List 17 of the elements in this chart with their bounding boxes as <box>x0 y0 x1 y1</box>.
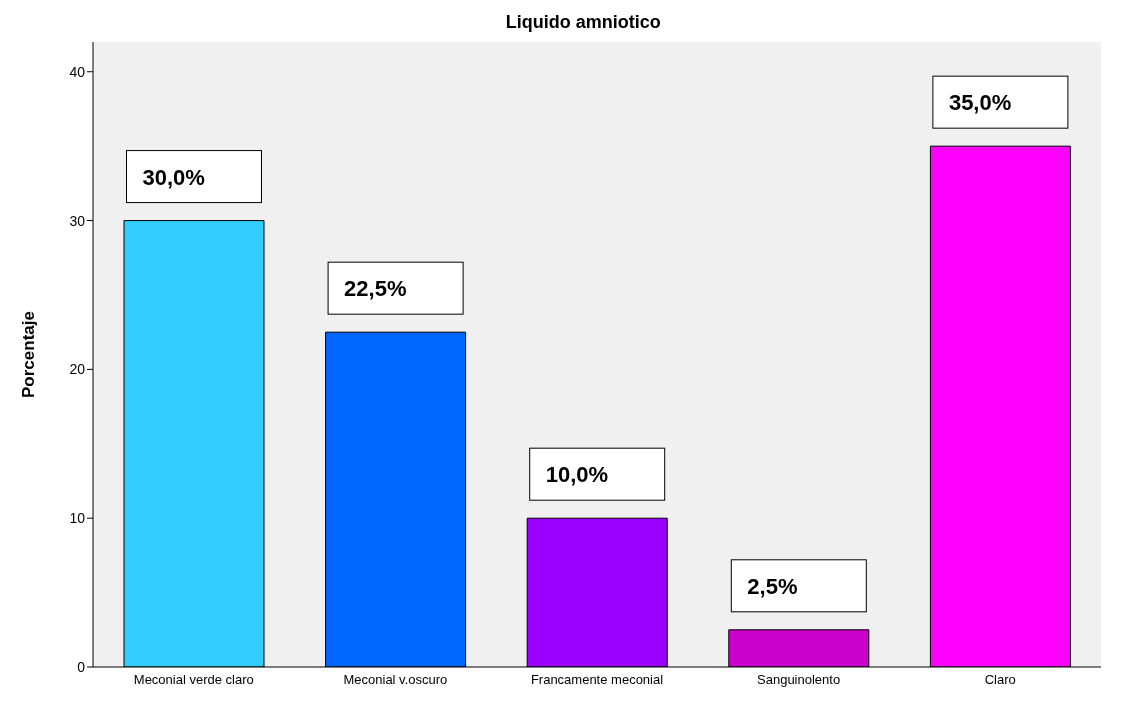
y-axis-title: Porcentaje <box>19 311 39 398</box>
y-tick-label: 10 <box>69 510 86 527</box>
data-label: 35,0% <box>948 90 1012 116</box>
x-tick-label: Meconial v.oscuro <box>343 672 448 688</box>
data-label: 22,5% <box>344 276 407 302</box>
data-label: 10,0% <box>545 462 609 488</box>
x-tick-label: Sanguinolento <box>757 672 841 688</box>
x-tick-label: Francamente meconial <box>530 672 664 688</box>
y-tick-label: 20 <box>69 361 86 378</box>
y-tick-label: 40 <box>69 63 86 80</box>
y-tick-label: 30 <box>69 212 86 229</box>
data-label: 2,5% <box>747 573 798 599</box>
chart-title: Liquido amniotico <box>504 12 662 33</box>
data-label: 30,0% <box>142 164 205 190</box>
x-tick-label: Meconial verde claro <box>133 672 254 688</box>
y-tick-label: 0 <box>77 658 86 675</box>
x-tick-label: Claro <box>984 672 1016 688</box>
